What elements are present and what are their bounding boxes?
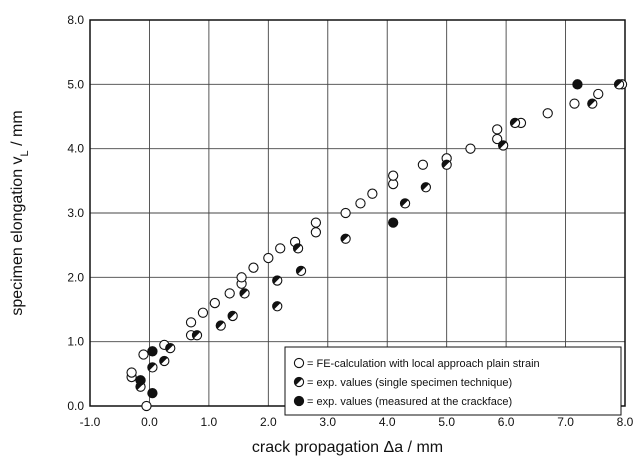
x-tick-label: 5.0 [438,415,455,429]
legend-label: = exp. values (single specimen technique… [307,377,512,389]
data-point [197,307,209,318]
data-point [569,98,580,109]
data-point [191,330,203,341]
data-point [340,233,351,244]
x-tick-label: 1.0 [201,415,218,429]
legend-box [284,346,622,416]
y-tick-label: 4.0 [67,142,84,156]
data-point [613,79,625,90]
data-points [126,79,628,412]
y-tick-label: 0.0 [67,399,84,413]
data-point [147,346,158,357]
data-point [126,367,137,378]
grid [90,20,625,406]
data-point [542,108,553,119]
data-point [388,217,399,228]
data-point [248,262,259,273]
x-tick-label: 0.0 [141,415,158,429]
legend-label: = exp. values (measured at the crackface… [307,396,512,408]
data-point [593,88,604,100]
y-tick-label: 1.0 [67,335,84,349]
data-point [239,288,250,299]
data-point [159,355,170,367]
data-point [420,182,432,193]
x-tick-label: 8.0 [617,415,634,429]
y-tick-label: 8.0 [67,13,84,27]
data-point [215,320,226,331]
data-point [310,217,322,228]
data-point [587,98,598,109]
y-tick-label: 2.0 [67,270,84,284]
data-point [355,198,366,209]
data-point [295,265,307,277]
x-tick-label: 7.0 [557,415,574,429]
data-point [227,310,238,322]
data-point [236,272,247,283]
y-axis-label: specimen elongation vL / mm [9,110,31,315]
tick-labels: -1.0 0.0 1.0 2.0 3.0 4.0 5.0 6.0 7.0 8.0 0.0 1.0 2.0… [67,13,633,429]
data-point [367,188,378,199]
data-point [509,117,521,129]
data-point [388,170,399,181]
data-point [292,243,304,254]
x-axis-label: crack propagation Δa / mm [252,439,443,456]
data-point [340,207,351,219]
y-tick-label: 3.0 [67,206,84,220]
data-point [147,387,158,399]
legend-marker [293,395,305,407]
x-tick-label: 2.0 [260,415,277,429]
data-point [138,349,149,360]
data-point [310,227,322,238]
x-tick-label: 4.0 [379,415,396,429]
data-point [209,297,220,309]
legend: = FE-calculation with local approach pla… [284,346,622,416]
data-point [272,275,283,286]
data-point [465,143,476,154]
data-point [441,159,452,170]
y-tick-label: 5.0 [67,77,84,91]
x-tick-label: 6.0 [498,415,515,429]
data-point [572,79,583,90]
legend-marker [293,376,305,388]
data-point [497,140,509,151]
data-point [263,252,274,264]
legend-marker [293,357,305,369]
data-point [185,317,197,328]
data-point [135,375,146,386]
legend-label: = FE-calculation with local approach pla… [307,358,540,370]
data-point [272,301,283,312]
x-tick-label: 3.0 [319,415,336,429]
data-point [224,288,235,299]
x-tick-label: -1.0 [80,415,101,429]
data-point [417,159,429,170]
data-point [275,243,286,254]
data-point [492,124,503,135]
data-point [141,400,152,412]
data-point [147,362,158,373]
data-point [399,198,411,209]
data-point [165,342,176,354]
